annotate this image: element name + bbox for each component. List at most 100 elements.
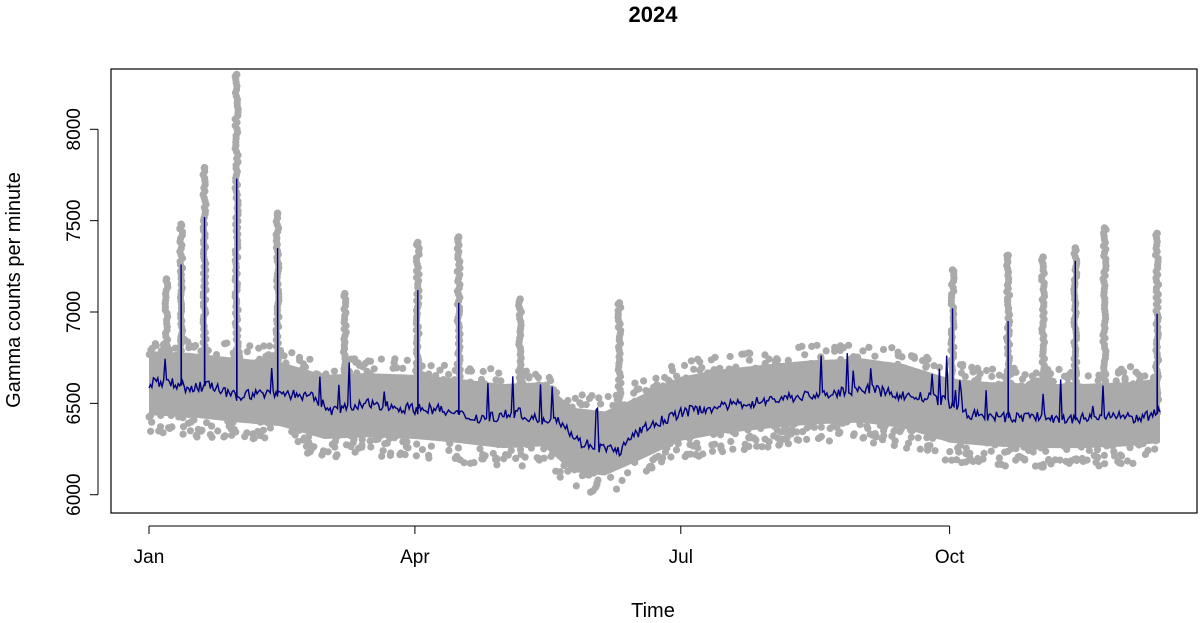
data-point: [479, 367, 487, 376]
data-point: [494, 440, 502, 448]
data-point: [401, 451, 409, 459]
data-point: [693, 439, 701, 447]
data-point: [988, 372, 996, 381]
data-point: [564, 467, 572, 475]
data-point: [771, 420, 779, 428]
data-point: [254, 365, 262, 373]
spike-point: [948, 266, 957, 274]
data-point: [916, 445, 924, 453]
data-point: [1060, 383, 1068, 391]
data-point: [260, 342, 268, 350]
data-point: [770, 432, 778, 440]
points-series: [145, 70, 1163, 496]
data-point: [1017, 382, 1025, 390]
data-point: [280, 352, 288, 360]
data-point: [882, 421, 890, 429]
data-point: [726, 373, 734, 381]
data-point: [645, 446, 653, 455]
data-point: [988, 365, 997, 373]
data-point: [1085, 446, 1093, 454]
y-tick-label: 8000: [64, 108, 85, 150]
data-point: [878, 362, 886, 370]
data-point: [179, 430, 187, 438]
data-point: [571, 394, 579, 402]
data-point: [1123, 457, 1132, 465]
data-point: [147, 427, 155, 435]
data-point: [331, 374, 339, 382]
data-point: [585, 464, 593, 473]
data-point: [184, 356, 192, 364]
data-point: [1114, 457, 1122, 466]
data-point: [464, 367, 472, 375]
data-point: [1012, 368, 1020, 376]
data-point: [282, 359, 290, 367]
data-point: [155, 427, 163, 435]
data-point: [349, 439, 357, 447]
data-point: [803, 435, 811, 443]
spike-point: [232, 70, 241, 79]
data-point: [620, 458, 628, 466]
data-point: [548, 450, 557, 458]
data-point: [246, 360, 254, 368]
data-point: [379, 447, 387, 455]
data-point: [208, 422, 216, 430]
data-point: [597, 413, 605, 421]
data-point: [295, 426, 303, 434]
data-point: [904, 439, 913, 447]
data-point: [849, 431, 858, 439]
data-point: [427, 442, 435, 450]
data-point: [403, 356, 411, 364]
data-point: [801, 351, 809, 359]
data-point: [1028, 372, 1036, 380]
data-point: [835, 429, 844, 437]
plot-frame: [110, 68, 1198, 514]
data-point: [836, 345, 844, 353]
data-point: [466, 378, 474, 386]
spike-point: [1153, 229, 1161, 238]
data-point: [995, 385, 1003, 393]
data-point: [167, 411, 175, 420]
data-point: [179, 423, 188, 431]
data-point: [894, 348, 902, 356]
data-point: [1117, 365, 1125, 373]
data-point: [661, 389, 669, 397]
data-point: [746, 421, 754, 429]
data-point: [653, 385, 661, 393]
data-point: [773, 355, 781, 363]
data-point: [761, 359, 769, 368]
data-point: [332, 453, 340, 461]
chart-title: 2024: [629, 2, 679, 27]
data-point: [671, 437, 679, 445]
data-point: [1141, 372, 1149, 380]
data-point: [1126, 444, 1134, 452]
data-point: [516, 446, 525, 454]
data-point: [186, 427, 194, 435]
spike-point: [177, 220, 185, 229]
data-point: [624, 469, 632, 477]
data-point: [920, 373, 928, 381]
data-point: [1037, 444, 1045, 452]
data-point: [1031, 443, 1039, 451]
data-point: [948, 456, 956, 464]
data-point: [879, 436, 887, 444]
data-point: [148, 418, 156, 426]
data-point: [300, 434, 308, 442]
data-point: [888, 344, 896, 352]
data-point: [249, 430, 257, 438]
data-point: [987, 447, 995, 455]
x-tick-label: Apr: [400, 547, 430, 568]
data-point: [489, 449, 497, 458]
data-point: [894, 360, 902, 368]
data-point: [597, 400, 605, 408]
data-point: [330, 367, 338, 375]
data-point: [726, 352, 734, 361]
data-point: [859, 347, 867, 355]
data-point: [907, 433, 915, 441]
data-point: [659, 454, 667, 462]
data-point: [369, 377, 377, 385]
data-point: [612, 485, 621, 493]
data-point: [995, 454, 1004, 462]
data-point: [969, 385, 977, 393]
data-point: [187, 418, 195, 426]
data-point: [366, 357, 375, 365]
